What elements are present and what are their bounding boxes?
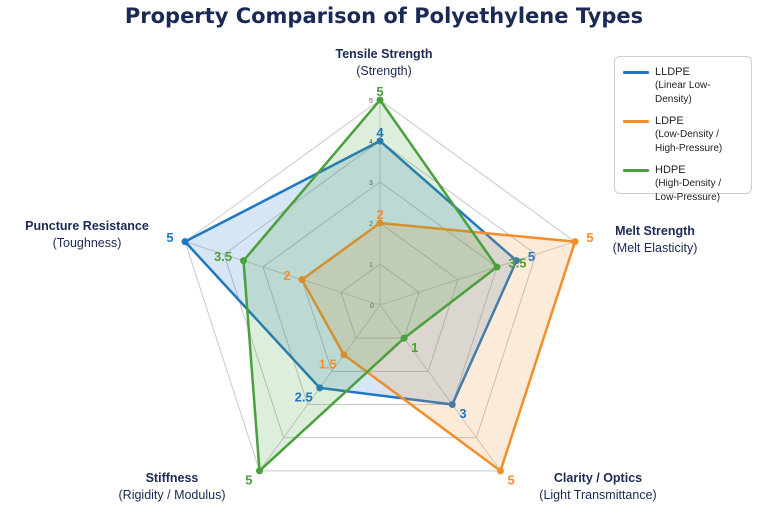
data-point <box>376 137 384 145</box>
series-area-ldpe <box>300 221 577 473</box>
ring-tick-label: 3 <box>369 180 373 187</box>
data-point <box>571 238 579 246</box>
legend-swatch <box>623 71 649 74</box>
grid-ring <box>340 263 420 339</box>
series-area-lldpe <box>183 139 518 406</box>
radar-grid: 0 1 2 3 4 5 <box>184 98 576 472</box>
data-point <box>181 238 189 246</box>
value-label: 3 <box>459 406 466 421</box>
series-area-hdpe <box>242 98 499 473</box>
radar-series <box>181 96 579 475</box>
legend-item: LDPE (Low-Density / High-Pressure) <box>623 114 743 156</box>
data-point <box>496 467 504 475</box>
value-label: 3.5 <box>508 255 526 270</box>
axis-title: Melt Strength <box>615 224 695 238</box>
data-point <box>493 263 501 271</box>
value-label: 4 <box>376 125 384 140</box>
value-label: 5 <box>528 249 535 264</box>
data-point <box>400 334 408 342</box>
value-label: 5 <box>245 473 252 488</box>
data-point <box>448 401 456 409</box>
data-point <box>256 467 264 475</box>
grid-ring <box>262 181 498 406</box>
value-label: 2 <box>376 207 383 222</box>
axis-subtitle: (Toughness) <box>53 236 122 250</box>
radar-axis-labels: Tensile Strength (Strength) Melt Strength (… <box>25 47 697 502</box>
legend-series-name: HDPE <box>655 164 686 176</box>
grid-spoke <box>184 241 381 306</box>
legend-label: LLDPE (Linear Low-Density) <box>655 65 743 107</box>
legend-swatch <box>623 169 649 172</box>
axis-subtitle: (Rigidity / Modulus) <box>119 488 226 502</box>
axis-subtitle: (Light Transmittance) <box>539 488 656 502</box>
value-label: 5 <box>166 230 173 245</box>
data-point <box>376 96 384 104</box>
ring-tick-label: 5 <box>369 98 373 105</box>
axis-title: Clarity / Optics <box>554 471 642 485</box>
axis-title: Tensile Strength <box>335 47 432 61</box>
legend-series-name: LLDPE <box>655 66 690 78</box>
legend-swatch <box>623 120 649 123</box>
data-point <box>240 257 248 265</box>
legend-label: HDPE (High-Density / Low-Pressure) <box>655 163 743 205</box>
data-point <box>512 257 520 265</box>
data-point <box>316 384 324 392</box>
data-point <box>298 276 306 284</box>
value-label: 3.5 <box>214 249 232 264</box>
axis-title: Puncture Resistance <box>25 219 149 233</box>
axis-subtitle: (Strength) <box>356 64 412 78</box>
grid-ring <box>184 99 576 472</box>
value-label: 1.5 <box>319 356 337 371</box>
chart-title: Property Comparison of Polyethylene Type… <box>124 4 644 28</box>
legend-item: HDPE (High-Density / Low-Pressure) <box>623 163 743 205</box>
legend-series-description: (High-Density / Low-Pressure) <box>655 178 722 203</box>
legend-series-description: (Low-Density / High-Pressure) <box>655 129 723 154</box>
data-point <box>376 219 384 227</box>
data-point <box>340 351 348 359</box>
value-label: 2 <box>283 268 290 283</box>
legend-series-name: LDPE <box>655 115 684 127</box>
value-label: 5 <box>586 230 593 245</box>
axis-title: Stiffness <box>146 471 199 485</box>
chart-legend: LLDPE (Linear Low-Density) LDPE (Low-Densit… <box>614 56 752 203</box>
value-label: 5 <box>508 473 515 488</box>
value-label: 1 <box>411 340 418 355</box>
value-label: 5 <box>376 84 383 99</box>
legend-label: LDPE (Low-Density / High-Pressure) <box>655 114 743 156</box>
grid-spoke <box>379 241 576 306</box>
ring-tick-label: 4 <box>369 139 373 146</box>
axis-subtitle: (Melt Elasticity) <box>613 241 698 255</box>
ring-tick-label: 1 <box>369 262 373 269</box>
ring-tick-label: 2 <box>369 221 373 228</box>
center-tick-label: 0 <box>370 303 374 310</box>
legend-item: LLDPE (Linear Low-Density) <box>623 65 743 107</box>
legend-series-description: (Linear Low-Density) <box>655 80 711 105</box>
value-label: 2.5 <box>295 390 313 405</box>
grid-spoke <box>379 304 501 472</box>
